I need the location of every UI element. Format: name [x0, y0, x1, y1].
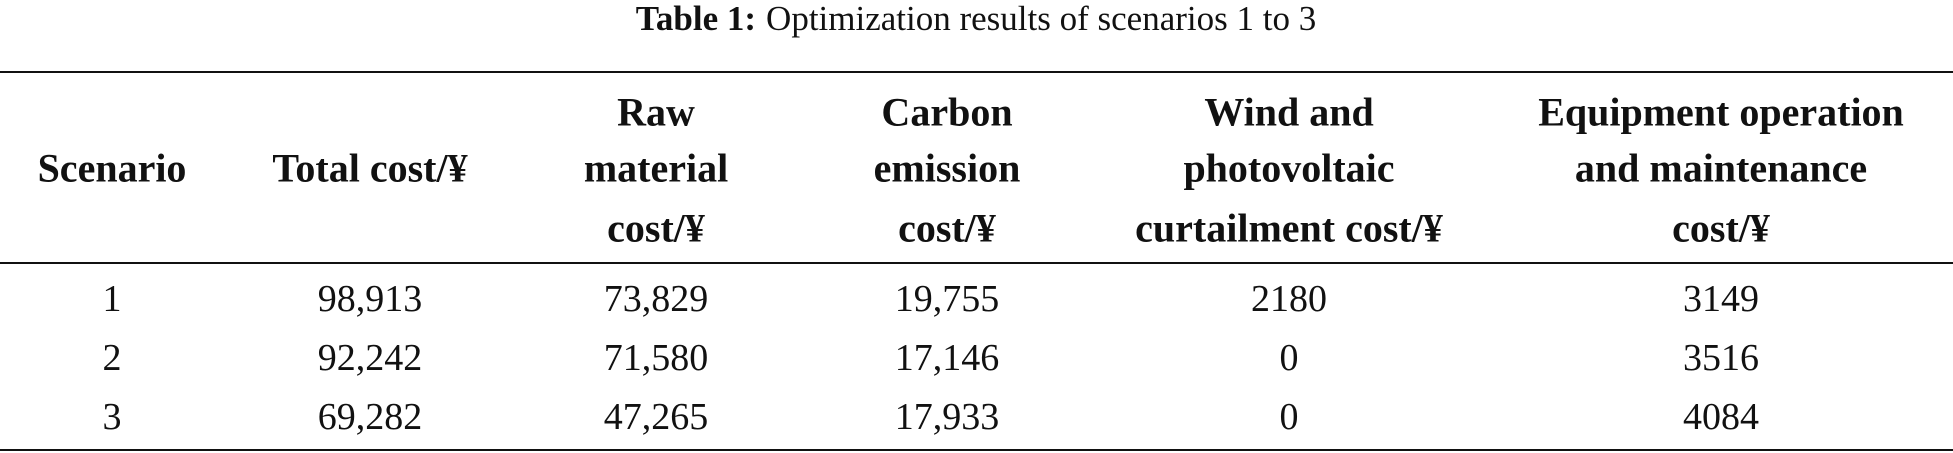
header-cell: Equipment operation	[1538, 89, 1904, 135]
table-cell: 2180	[1251, 278, 1327, 320]
table-cell: 17,933	[894, 396, 1000, 438]
caption: Table 1: Optimization results of scenario…	[636, 0, 1316, 39]
table-cell: 19,755	[894, 278, 1000, 320]
header-cell: photovoltaic	[1183, 145, 1395, 191]
top-rule	[0, 71, 1953, 73]
table-cell: 17,146	[894, 337, 1000, 379]
header-cell: cost/¥	[1672, 205, 1770, 251]
bottom-rule	[0, 449, 1953, 451]
table-cell: 71,580	[603, 337, 709, 379]
table-cell: 92,242	[317, 337, 423, 379]
header-cell: and maintenance	[1574, 145, 1868, 191]
header-cell: Wind and	[1204, 89, 1374, 135]
header-cell: Raw	[617, 89, 695, 135]
table-cell: 4084	[1683, 396, 1759, 438]
table-cell: 1	[102, 278, 122, 320]
header-cell: cost/¥	[607, 205, 705, 251]
table-cell: 73,829	[603, 278, 709, 320]
header-cell: material	[583, 145, 729, 191]
header-rule	[0, 262, 1953, 264]
header-cell: Scenario	[37, 145, 187, 191]
header-cell: curtailment cost/¥	[1135, 205, 1443, 251]
table-cell: 98,913	[317, 278, 423, 320]
header-cell: cost/¥	[898, 205, 996, 251]
table-cell: 3	[102, 396, 122, 438]
caption-label: Table 1:	[635, 0, 757, 38]
table-cell: 0	[1279, 396, 1299, 438]
table-cell: 47,265	[603, 396, 709, 438]
table-cell: 3516	[1683, 337, 1759, 379]
table-cell: 69,282	[317, 396, 423, 438]
table-cell: 0	[1279, 337, 1299, 379]
header-cell: Total cost/¥	[272, 145, 468, 191]
table-cell: 2	[102, 337, 122, 379]
header-cell: emission	[873, 145, 1021, 191]
header-cell: Carbon	[881, 89, 1013, 135]
table-cell: 3149	[1683, 278, 1759, 320]
caption-text: Optimization results of scenarios 1 to 3	[766, 0, 1317, 38]
